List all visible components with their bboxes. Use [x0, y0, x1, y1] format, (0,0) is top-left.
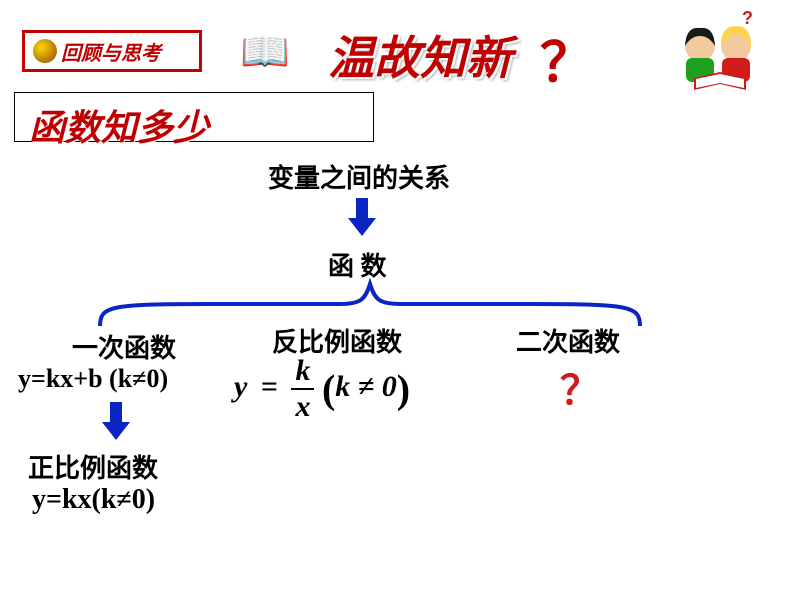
book-icon: 📖 [240, 28, 290, 75]
tree-root-label: 变量之间的关系 [268, 158, 450, 195]
curly-brace-icon [90, 278, 650, 328]
page-title: 温故知新 [328, 22, 512, 88]
branch-linear-formula: y=kx+b (k≠0) [18, 364, 168, 394]
arrow-down-icon [100, 400, 132, 442]
proportional-label: 正比例函数 [28, 448, 158, 485]
review-label: 回顾与思考 [61, 37, 161, 66]
review-box: 回顾与思考 [22, 30, 202, 72]
proportional-formula: y=kx(k≠0) [32, 484, 155, 516]
subtitle-label: 函数知多少 [29, 108, 209, 148]
branch-inverse-formula: y = k x (k ≠ 0) [234, 354, 410, 424]
branch-quadratic-label: 二次函数 [516, 322, 620, 359]
title-question-mark: ？ [540, 18, 594, 97]
svg-text:?: ? [742, 8, 753, 28]
frac-numerator: k [291, 354, 314, 390]
frac-condition: k ≠ 0 [335, 370, 396, 403]
subtitle-box: 函数知多少 [14, 92, 374, 142]
kids-illustration: ? [664, 8, 784, 98]
frac-denominator: x [291, 390, 314, 424]
branch-quadratic-question: ？ [560, 358, 600, 416]
globe-icon [33, 39, 57, 63]
arrow-down-icon [346, 196, 378, 238]
branch-linear-label: 一次函数 [72, 328, 176, 365]
